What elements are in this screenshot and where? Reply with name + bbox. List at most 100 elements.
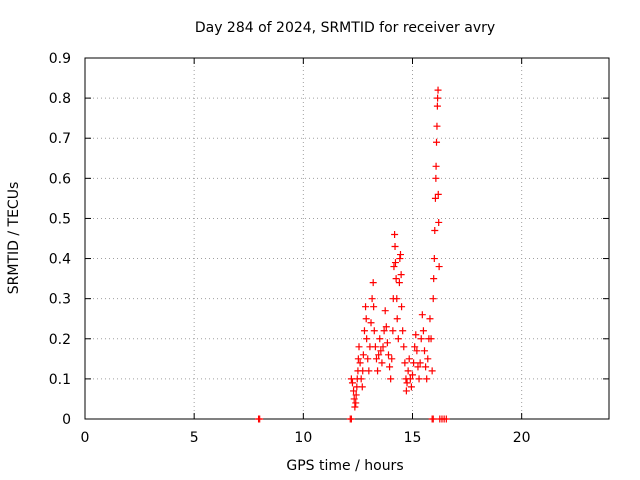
data-point [403,379,411,387]
data-point [393,295,401,303]
data-point [400,343,408,351]
data-point [417,335,425,343]
data-point [430,275,438,283]
y-tick-label: 0.1 [49,372,71,388]
y-tick-label: 0.5 [49,211,71,227]
data-point [350,387,358,395]
data-point [418,311,426,319]
data-point [386,363,394,371]
data-point [423,375,431,383]
data-point [430,255,438,263]
x-tick-label: 15 [404,430,422,446]
data-point [397,271,405,279]
data-point [415,375,423,383]
data-point [371,343,379,351]
data-point [435,218,443,226]
data-point [362,315,370,323]
data-point [433,122,441,130]
data-point [432,162,440,170]
data-point [409,371,416,379]
data-point [391,243,399,251]
data-point [367,319,375,327]
data-point [395,279,403,287]
y-tick-label: 0.3 [49,292,71,308]
data-point [383,339,391,347]
data-point [433,102,441,110]
data-point [348,379,356,387]
data-point [369,279,377,287]
data-point [351,403,359,411]
data-point [382,323,390,331]
data-point [380,327,388,335]
data-point [412,331,420,339]
data-point [352,391,360,399]
grid-layer [85,58,609,419]
x-tick-label: 5 [190,430,199,446]
data-point [404,367,412,375]
data-point [433,138,441,146]
tick-layer: 0 0.1 0.2 0.3 0.4 0.5 0.6 0.7 0.8 0.9 0 5 10 15 20 [49,51,609,446]
y-tick-label: 0.6 [49,171,71,187]
data-point [360,327,368,335]
y-axis-label: SRMTID / TECUs [6,182,22,295]
data-point [402,387,410,395]
data-point [370,327,378,335]
data-point [368,295,376,303]
data-point [427,335,435,343]
data-point [407,383,415,391]
chart-title: Day 284 of 2024, SRMTID for receiver avr… [195,20,495,36]
y-tick-label: 0.7 [49,131,71,147]
data-point [374,367,382,375]
data-point [358,383,366,391]
data-point [347,375,355,383]
data-point [379,343,387,351]
y-tick-label: 0.2 [49,332,71,348]
data-point [428,367,436,375]
data-point [424,355,432,363]
data-point [431,194,439,202]
y-tick-label: 0.8 [49,91,71,107]
data-point [429,415,437,423]
data-point [377,347,385,355]
data-point [350,395,358,403]
data-point [354,355,362,363]
data-point [391,259,399,267]
data-point [414,363,422,371]
data-point [387,375,395,383]
x-axis-label: GPS time / hours [286,458,403,474]
data-point [356,359,364,367]
data-point [364,355,372,363]
data-point [432,174,440,182]
data-point [355,343,363,351]
data-point [416,359,424,367]
data-point [410,359,418,367]
data-point [390,263,398,271]
data-point [442,415,450,423]
data-point [378,359,386,367]
data-point [405,355,413,363]
data-point [434,190,442,198]
data-point [362,303,370,311]
plot-frame [84,57,610,420]
data-point [399,327,407,335]
data-point [394,335,402,343]
data-point [392,275,400,283]
y-tick-label: 0.9 [49,51,71,67]
data-point [401,359,409,367]
data-point [389,327,397,335]
data-point [388,355,396,363]
data-point [396,255,404,263]
data-point [376,335,384,343]
y-tick-label: 0 [62,412,71,428]
data-point [435,263,443,271]
y-tick-label: 0.4 [49,252,71,268]
data-point [421,347,429,355]
data-point [434,94,442,102]
data-point [365,367,373,375]
data-point [359,367,367,375]
data-point [363,335,371,343]
data-points-layer [255,86,450,423]
data-point [381,307,389,315]
data-point [419,327,427,335]
